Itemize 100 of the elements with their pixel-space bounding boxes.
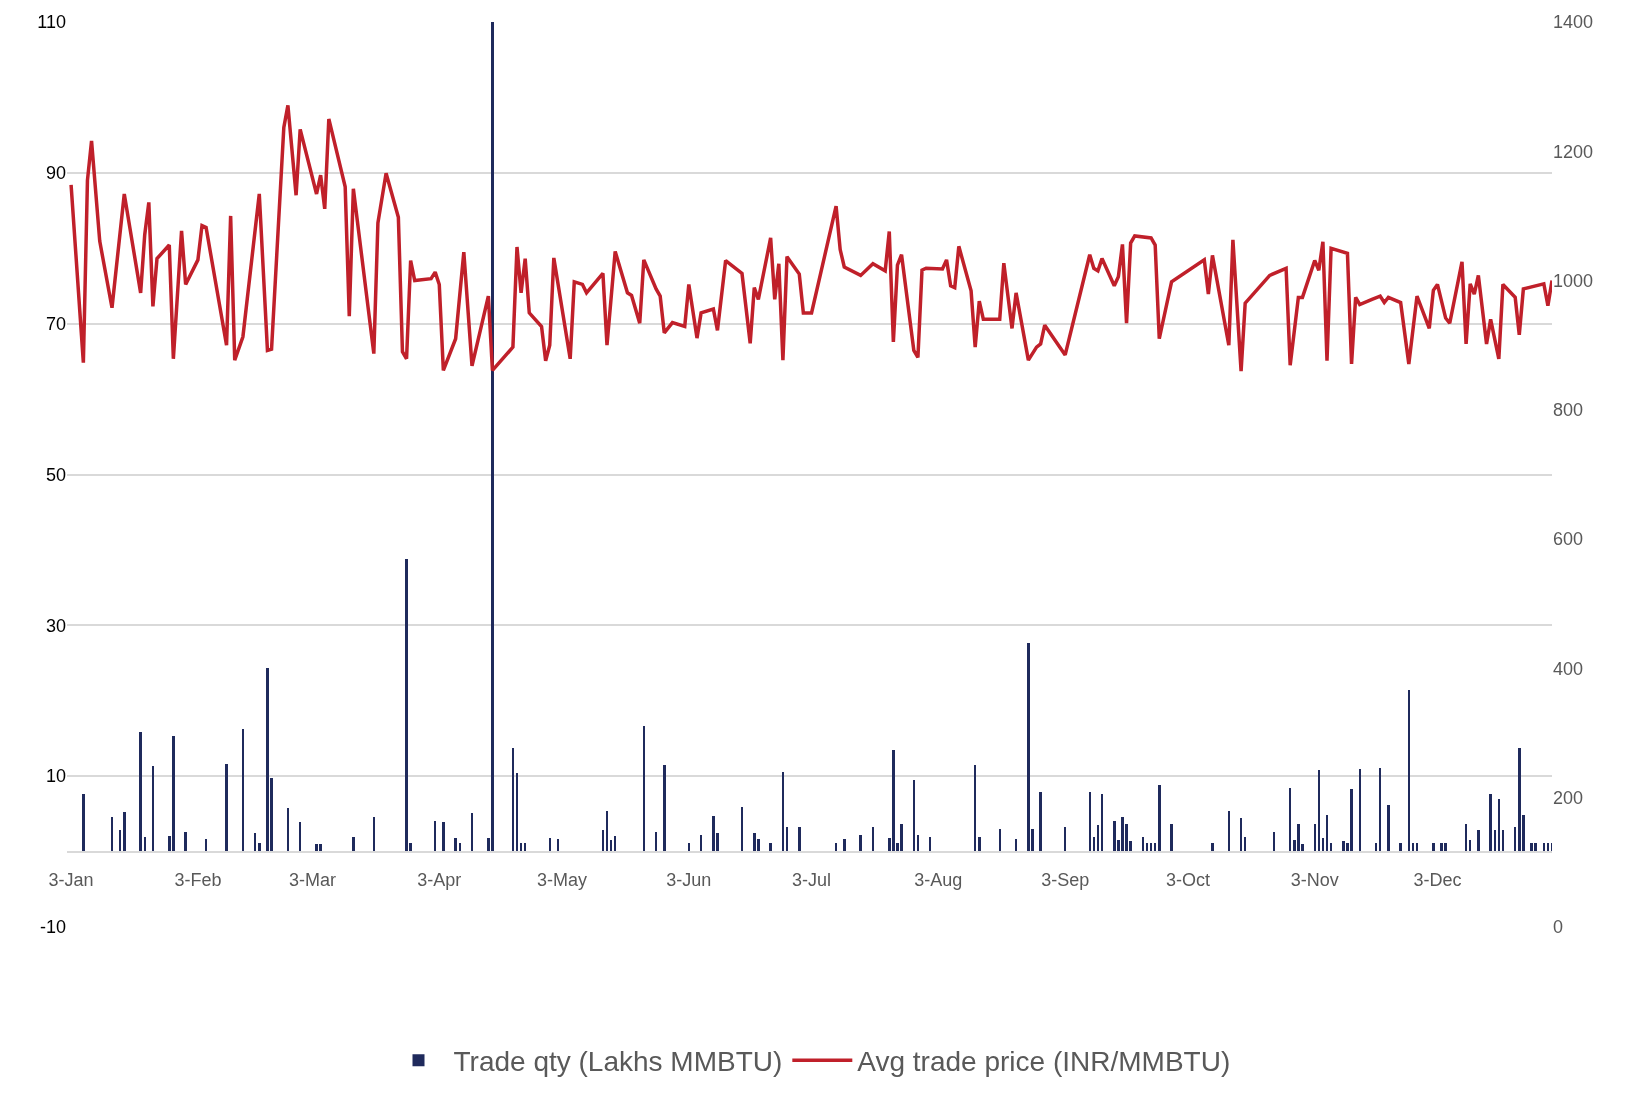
y-tick-label: 30 bbox=[45, 615, 66, 636]
bar bbox=[549, 838, 551, 852]
bar bbox=[1273, 832, 1275, 852]
bar bbox=[1502, 830, 1504, 852]
bar bbox=[1289, 788, 1291, 852]
bar bbox=[1064, 827, 1066, 852]
x-tick-label: 3-Sep bbox=[1041, 869, 1090, 890]
legend-label: Avg trade price (INR/MMBTU) bbox=[857, 1046, 1231, 1078]
y-tick-label: 110 bbox=[37, 12, 66, 33]
x-tick-label: 3-Nov bbox=[1290, 869, 1339, 890]
bar bbox=[1494, 830, 1496, 852]
y-tick-label: 70 bbox=[45, 313, 66, 334]
bar bbox=[1297, 824, 1300, 852]
bar bbox=[643, 726, 645, 852]
bar bbox=[1469, 840, 1471, 852]
bar bbox=[1101, 794, 1103, 852]
bar bbox=[1089, 792, 1091, 852]
y-tick-label: 90 bbox=[45, 163, 66, 184]
bar bbox=[1322, 838, 1324, 852]
bar bbox=[471, 813, 473, 852]
bar bbox=[1244, 837, 1246, 852]
bar bbox=[1350, 789, 1353, 852]
bar bbox=[700, 835, 702, 852]
bar bbox=[999, 829, 1001, 852]
y-tick-label: 50 bbox=[45, 464, 66, 485]
x-tick-label: 3-Jun bbox=[666, 869, 712, 890]
bar bbox=[1465, 824, 1467, 852]
bar bbox=[1498, 799, 1500, 852]
legend-label: Trade qty (Lakhs MMBTU) bbox=[453, 1046, 783, 1078]
bar bbox=[610, 840, 612, 852]
bar bbox=[1228, 811, 1230, 852]
bar bbox=[1359, 769, 1361, 852]
y2-tick-label: 1000 bbox=[1553, 270, 1594, 291]
bar bbox=[1477, 830, 1480, 852]
y2-tick-label: 1200 bbox=[1553, 141, 1594, 162]
bar bbox=[512, 748, 514, 852]
x-tick-label: 3-Jan bbox=[48, 869, 94, 890]
bar bbox=[373, 817, 375, 852]
bar bbox=[557, 839, 559, 852]
x-tick-label: 3-Jul bbox=[792, 869, 832, 890]
bar bbox=[614, 836, 616, 852]
bar bbox=[741, 807, 743, 852]
y-tick-label: 10 bbox=[45, 766, 66, 787]
bar bbox=[1342, 841, 1345, 852]
bar bbox=[978, 837, 981, 852]
y2-tick-label: 600 bbox=[1553, 529, 1584, 550]
bar bbox=[442, 822, 445, 852]
bar bbox=[1142, 837, 1144, 852]
bar bbox=[1097, 825, 1099, 852]
y2-tick-label: 800 bbox=[1553, 400, 1584, 421]
bar bbox=[1027, 643, 1030, 852]
bar bbox=[1514, 827, 1516, 852]
bar bbox=[892, 750, 895, 852]
bar bbox=[917, 835, 919, 852]
bar bbox=[913, 780, 915, 852]
bar bbox=[859, 835, 862, 852]
bar bbox=[712, 816, 715, 852]
bar bbox=[872, 827, 874, 852]
x-tick-label: 3-Oct bbox=[1165, 869, 1210, 890]
bar bbox=[1314, 824, 1316, 852]
y2-tick-label: 0 bbox=[1553, 917, 1564, 938]
bar bbox=[1318, 770, 1320, 852]
bar bbox=[753, 833, 756, 852]
bar bbox=[929, 837, 931, 852]
bar bbox=[1093, 837, 1095, 852]
bar bbox=[405, 559, 408, 852]
bar bbox=[1158, 785, 1161, 852]
bar bbox=[491, 22, 494, 852]
x-tick-label: 3-Dec bbox=[1413, 869, 1462, 890]
x-tick-label: 3-Feb bbox=[174, 869, 222, 890]
bar bbox=[602, 830, 604, 852]
bar bbox=[798, 827, 801, 852]
bar bbox=[606, 811, 608, 852]
bar bbox=[1240, 818, 1242, 852]
bar bbox=[1387, 805, 1390, 852]
bar bbox=[1518, 748, 1521, 852]
bar bbox=[1326, 815, 1328, 852]
x-tick-label: 3-May bbox=[536, 869, 588, 890]
bar bbox=[352, 837, 355, 852]
bar bbox=[1015, 839, 1017, 852]
bar bbox=[454, 838, 457, 852]
x-tick-label: 3-Apr bbox=[417, 869, 462, 890]
bar bbox=[1379, 768, 1381, 852]
bar bbox=[663, 765, 666, 852]
y-tick-label: -10 bbox=[39, 917, 66, 938]
bar bbox=[1170, 824, 1173, 852]
bar bbox=[655, 832, 657, 852]
bar bbox=[1121, 817, 1124, 852]
bar bbox=[974, 765, 976, 852]
bar bbox=[1039, 792, 1042, 852]
bar bbox=[786, 827, 788, 852]
bar bbox=[782, 772, 784, 852]
y2-tick-label: 200 bbox=[1553, 788, 1584, 809]
y2-tick-label: 400 bbox=[1553, 658, 1584, 679]
bar bbox=[1408, 690, 1410, 852]
bar bbox=[843, 839, 846, 852]
y2-tick-label: 1400 bbox=[1553, 12, 1594, 33]
x-tick-label: 3-Mar bbox=[288, 869, 336, 890]
bar bbox=[900, 824, 903, 852]
x-tick-label: 3-Aug bbox=[914, 869, 963, 890]
